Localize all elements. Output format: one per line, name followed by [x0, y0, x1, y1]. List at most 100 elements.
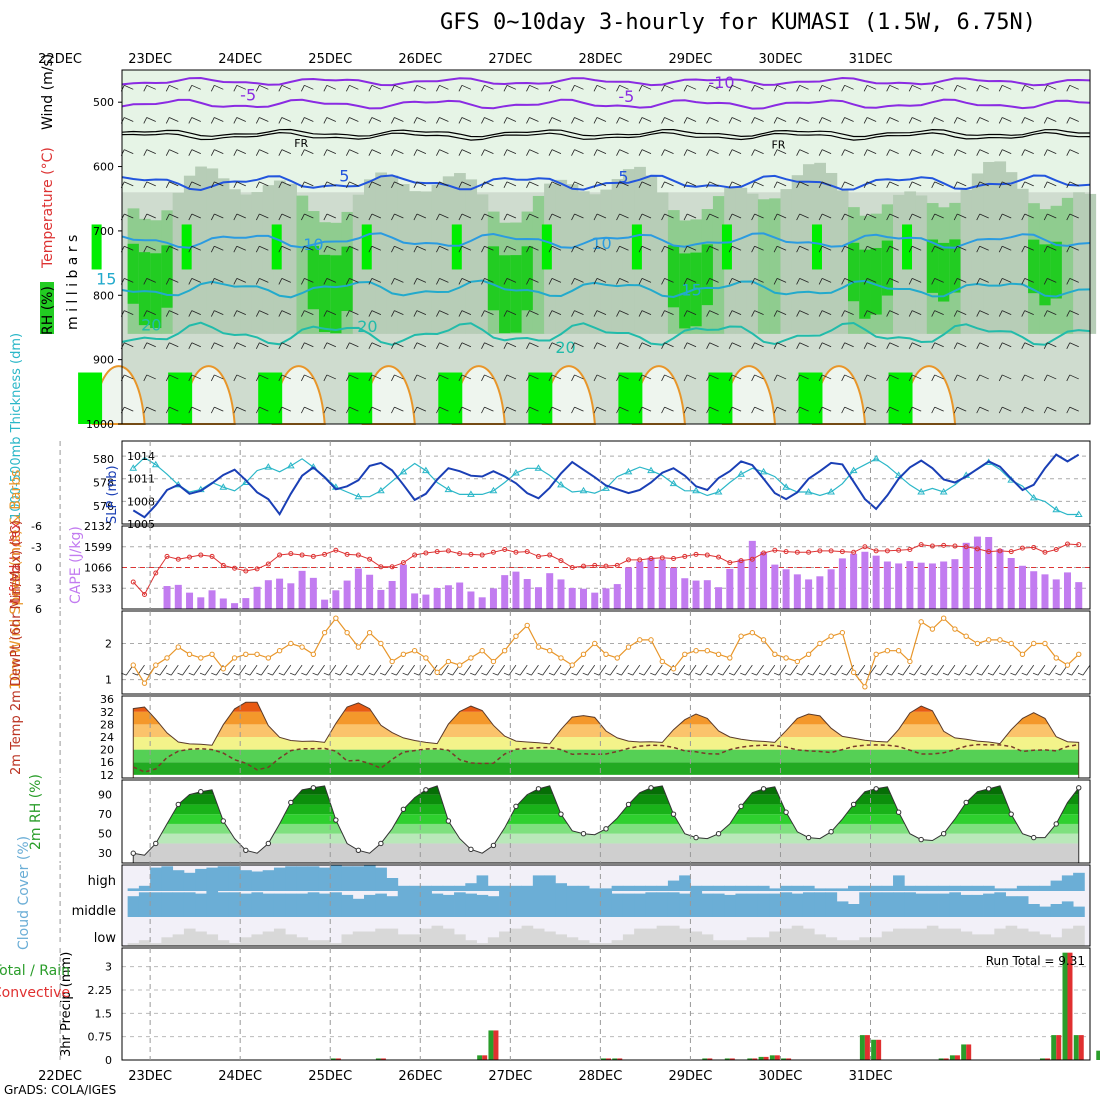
wind-barb	[661, 181, 674, 189]
lifted-index-point	[1064, 541, 1070, 547]
wind-barb	[413, 181, 427, 189]
cloud-bar-high	[1039, 885, 1052, 891]
cloud-bar-low	[138, 940, 151, 946]
cloud-bar-middle	[206, 891, 219, 917]
precip-conv-bar	[1044, 1058, 1050, 1060]
wind-barb	[841, 374, 854, 382]
cloud-bar-low	[330, 943, 342, 946]
cloud-bar-low	[622, 934, 635, 946]
wind-barb	[976, 149, 989, 156]
wind-barb-10m	[301, 664, 314, 676]
wind-barb	[323, 245, 337, 253]
cape-bar	[602, 588, 610, 609]
cloud-layer-label: high	[88, 874, 116, 889]
wind-barb	[953, 374, 967, 382]
thickness-marker	[557, 480, 565, 488]
wind-speed-point	[1031, 640, 1037, 647]
cloud-bar-low	[307, 940, 320, 946]
wind-barb	[593, 374, 607, 382]
wind-barb	[210, 117, 224, 124]
cape-bar	[670, 567, 678, 609]
wind-barb	[728, 374, 742, 382]
rh-band	[133, 843, 1079, 863]
cloud-bar-high	[960, 885, 973, 891]
wind-barb	[503, 278, 517, 285]
wind-barb-10m	[312, 664, 325, 676]
wind-barb	[165, 245, 179, 253]
wind-barb	[751, 245, 764, 253]
wind-barb	[706, 149, 719, 156]
wind-barb	[323, 374, 337, 382]
wind-barb	[165, 278, 179, 285]
wind-barb	[391, 342, 404, 349]
cloud-axis-label: Cloud Cover (%)	[16, 836, 32, 950]
wind-speed-point	[254, 651, 260, 658]
cloud-bar-low	[318, 940, 331, 946]
cape-bar	[354, 568, 362, 609]
wind-barb	[571, 374, 584, 382]
wind-barb	[616, 181, 629, 189]
rh-shading-mid	[228, 189, 241, 334]
cloud-bar-low	[442, 928, 455, 946]
wind-barb-10m	[717, 664, 731, 676]
wind-tick-label: 2	[105, 637, 112, 650]
isotherm-freezing	[121, 131, 1091, 141]
wind-barb	[278, 84, 291, 92]
wind-barb-10m	[278, 664, 292, 676]
rh-shading-mid	[409, 191, 421, 334]
cloud-bar-high	[330, 865, 342, 891]
wind-barb	[436, 342, 449, 349]
rh-shading-mid	[555, 179, 568, 334]
panel-frame-thickness	[121, 440, 1091, 525]
cloud-bar-middle	[814, 892, 826, 917]
precip-conv-bar	[482, 1055, 488, 1060]
wind-barb	[210, 278, 224, 285]
cloud-bar-high	[600, 888, 613, 891]
isotherm-15	[121, 279, 1091, 299]
lifted-index-point	[142, 591, 148, 597]
wind-barb-10m	[616, 664, 629, 676]
lifted-index-point	[806, 549, 812, 555]
wind-barb	[458, 374, 472, 382]
wind-barb	[1021, 181, 1034, 189]
wind-barb	[953, 84, 967, 92]
cape-bar	[377, 589, 385, 609]
rh-shading-moist	[150, 253, 162, 329]
thickness-marker	[827, 488, 835, 495]
wind-barb	[683, 245, 697, 253]
wind-barb	[796, 117, 809, 124]
cloud-bar-low	[667, 925, 680, 946]
cape-bar	[962, 542, 970, 609]
wind-speed-point	[130, 662, 136, 668]
thickness-marker	[422, 466, 430, 474]
cloud-bar-high	[634, 885, 646, 891]
wind-speed-point	[704, 647, 711, 654]
wind-speed-point	[603, 651, 609, 658]
thickness-marker	[354, 492, 363, 500]
isotherm-label-6: 5	[618, 168, 628, 187]
wind-barb	[143, 278, 156, 285]
wind-barb	[548, 278, 562, 285]
rh-shading-moist	[938, 242, 950, 302]
wind-barb	[481, 149, 494, 156]
wind-barb	[661, 310, 674, 317]
precip-total-bar	[961, 1044, 967, 1060]
cloud-bar-high	[611, 885, 624, 891]
rh-point	[1076, 785, 1082, 791]
wind-barb	[593, 406, 607, 414]
wind-barb-10m	[537, 664, 551, 676]
rh-moist-column	[528, 372, 553, 424]
slp-tick-label: 1014	[127, 450, 155, 463]
rh-shading-mid	[375, 172, 388, 334]
isotherm-10	[121, 232, 1091, 249]
date-label-top: 29DEC	[668, 52, 712, 67]
wind-barb	[796, 181, 809, 189]
isotherm-label-1: -5	[240, 85, 256, 104]
wind-barb	[616, 374, 629, 382]
rh-point	[760, 786, 767, 792]
wind-barb	[593, 342, 607, 349]
wind-barb	[908, 342, 922, 349]
rh-point	[243, 847, 249, 854]
date-label-top: 25DEC	[308, 52, 352, 67]
